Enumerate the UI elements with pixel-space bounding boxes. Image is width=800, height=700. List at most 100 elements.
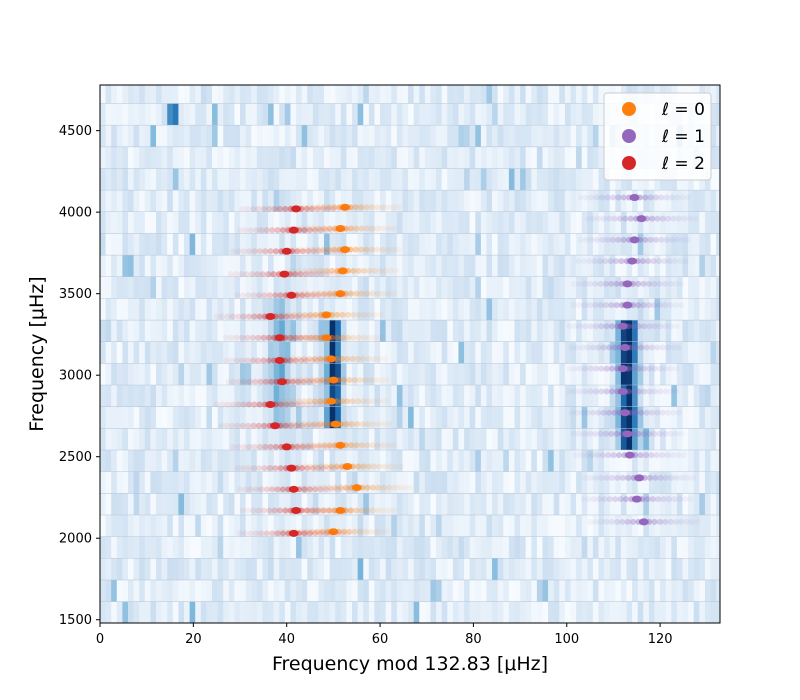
mode-trail-point [582,474,589,481]
spectrum-cell [340,319,347,342]
mode-trail-point [338,398,345,405]
spectrum-cell [296,558,302,580]
mode-trail-point [376,463,383,470]
spectrum-cell [492,233,498,255]
spectrum-cell [592,428,599,450]
spectrum-cell [626,363,633,385]
mode-trail-point [585,496,592,503]
spectrum-cell [212,103,218,125]
mode-trail-point [364,507,371,514]
spectrum-cell [352,384,358,407]
mode-trail-point [625,474,632,481]
mode-trail-point [582,323,589,330]
spectrum-cell [682,514,689,537]
spectrum-cell [161,233,168,255]
spectrum-cell [497,233,504,255]
spectrum-cell [648,276,655,299]
spectrum-cell [699,493,706,515]
mode-trail-point [361,267,368,274]
spectrum-cell [167,168,174,190]
mode-trail-point [351,377,358,384]
mode-trail [575,258,689,265]
spectrum-cell [587,341,594,364]
mode-trail-point [376,398,383,405]
spectrum-cell [632,579,638,602]
spectrum-cell [492,276,498,299]
spectrum-cell [262,146,269,169]
spectrum-cell [189,233,196,255]
spectrum-cell [279,601,286,623]
mode-trail-point [294,248,301,255]
x-axis-ticks: 0 20 40 60 80 100 120 [96,623,673,647]
spectrum-cell [693,254,700,277]
spectrum-cell [548,233,554,255]
spectrum-cell [576,233,582,255]
spectrum-cell [508,384,515,407]
spectrum-cell [598,319,605,342]
spectrum-row [100,492,720,515]
spectrum-cell [301,384,308,407]
spectrum-cell [340,189,347,212]
mode-trail-point [377,311,384,318]
spectrum-cell [240,449,246,472]
spectrum-cell [290,298,297,320]
mode-trail-point [623,496,630,503]
mode-trail-point [251,313,258,320]
mode-point [321,311,332,319]
spectrum-cell [380,558,386,580]
spectrum-cell [340,449,347,472]
spectrum-cell [688,558,694,580]
spectrum-cell [626,341,633,364]
mode-trail-point [321,225,328,232]
spectrum-cell [189,579,196,602]
spectrum-cell [542,341,549,364]
spectrum-cell [178,384,185,407]
mode-trail-point [260,334,267,341]
spectrum-cell [609,319,616,342]
spectrum-cell [228,536,235,559]
spectrum-cell [385,493,392,515]
plot-frame [99,84,721,624]
spectrum-cell [637,189,644,212]
spectrum-cell [346,298,353,320]
mode-trail-point [288,401,295,408]
spectrum-cell [324,558,330,580]
spectrum-cell [536,254,543,277]
mode-trail-point [594,452,601,459]
spectrum-cell [525,168,532,190]
spectrum-cell [536,471,543,494]
spectrum-cell [290,514,297,537]
mode-trail-point [368,204,375,211]
spectrum-cell [441,449,448,472]
spectrum-cell [324,341,330,364]
spectrum-cell [245,146,252,169]
mode-trail-point [609,388,616,395]
spectrum-cell [301,514,308,537]
spectrum-cell [542,211,549,234]
mode-trail-point [587,323,594,330]
spectrum-cell [122,168,129,190]
spectrum-cell [536,85,543,104]
mode-trail-point [369,442,376,449]
mode-trail-point [662,365,669,372]
mode-trail-point [662,518,669,525]
spectrum-cell [447,276,454,299]
spectrum-cell [486,471,493,494]
spectrum-cell [368,428,375,450]
mode-trail-point [364,442,371,449]
mode-trail-point [244,205,251,212]
mode-trail-point [274,227,281,234]
spectrum-cell [167,254,174,277]
spectrum-cell [144,471,151,494]
spectrum-cell [189,536,196,559]
spectrum-cell [172,254,179,277]
spectrum-cell [128,471,134,494]
mode-trail-point [278,313,285,320]
mode-trail-point [270,271,277,278]
mode-trail-point [335,271,342,278]
spectrum-cell [296,536,302,559]
spectrum-cell [452,341,459,364]
x-tick-label: 0 [96,632,104,647]
spectrum-cell [503,298,510,320]
spectrum-cell [424,254,431,277]
